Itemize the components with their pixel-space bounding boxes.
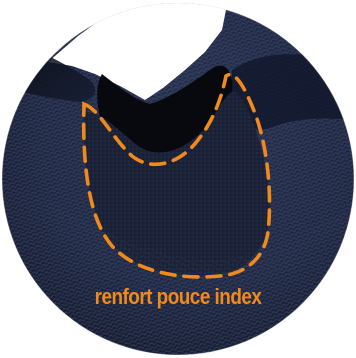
- reinforcement-texture: [83, 91, 271, 276]
- fabric-lower-texture: [2, 180, 354, 355]
- reinforcement-caption: renfort pouce index: [94, 284, 262, 309]
- background-gap: [48, 3, 228, 100]
- reinforcement-outline: [81, 72, 272, 279]
